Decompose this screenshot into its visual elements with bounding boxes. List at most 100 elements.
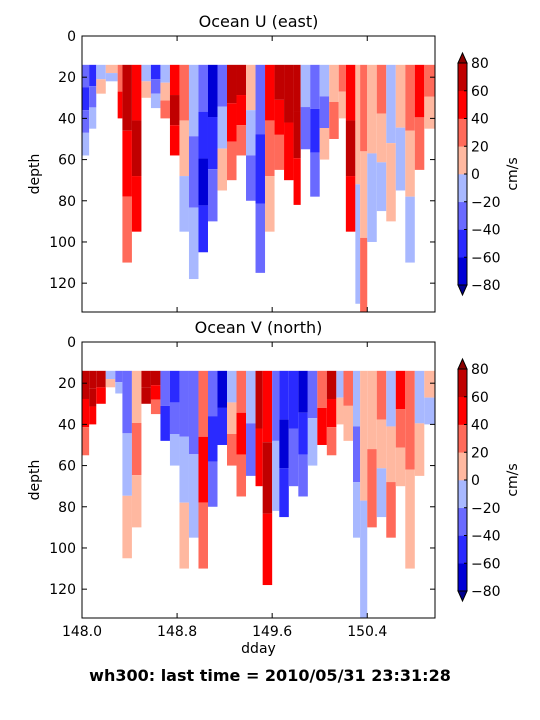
data-cell [284,122,294,181]
data-cell [319,128,330,160]
figure-suptitle: wh300: last time = 2010/05/31 23:31:28 [89,666,451,685]
colorbar-band [458,396,467,425]
data-cell [122,64,132,131]
data-cell [265,64,275,121]
data-cell [207,64,218,118]
colorbar: −80 −60 −40 −20 0 20 40 60 80 cm/s [457,51,521,297]
data-cell [105,64,118,74]
data-cell [424,96,435,129]
colorbar-band [458,369,467,398]
data-cell [236,64,247,96]
colorbar-tick-label: 40 [471,418,489,434]
data-cell [329,101,339,139]
axes-title: Ocean V (north) [195,318,323,337]
x-tick-label: 150.4 [347,624,387,640]
data-cell [207,461,218,507]
colorbar-tick-label: 0 [471,473,480,489]
colorbar-extend-over [457,357,468,370]
data-cell [300,107,311,150]
data-cell [198,64,208,112]
data-cell [207,117,218,170]
velocity-field [82,370,435,618]
colorbar-band [458,118,467,147]
data-cell [82,398,90,428]
data-cell [150,79,161,94]
data-cell [198,205,208,253]
data-cell [207,370,218,417]
data-cell [227,434,237,466]
data-cell [298,412,308,455]
data-cell [131,475,142,528]
data-cell [288,370,299,429]
data-cell [131,370,142,424]
colorbar-band [458,257,467,286]
data-cell [117,64,123,92]
data-cell [376,370,387,420]
data-cell [355,184,361,304]
data-cell [262,370,273,443]
data-cell [236,370,247,413]
data-cell [246,155,256,201]
data-cell [293,111,301,159]
data-cell [360,370,368,501]
data-cell [246,370,256,424]
colorbar-band [458,146,467,175]
data-cell [329,64,339,102]
data-cell [96,387,106,404]
y-tick-label: 100 [49,541,76,557]
data-cell [141,64,151,82]
data-cell [217,407,227,445]
colorbar-tick-label: 80 [471,362,489,378]
data-cell [198,111,208,159]
colorbar: −80 −60 −40 −20 0 20 40 60 80 cm/s [457,357,521,603]
data-cell [122,495,132,559]
colorbar-tick-label: −20 [471,195,501,211]
data-cell [360,500,368,618]
data-cell [122,130,132,197]
data-cell [352,482,361,538]
data-cell [82,110,90,133]
data-cell [355,64,361,185]
colorbar-band [458,201,467,230]
data-cell [345,176,356,232]
data-cell [352,370,361,427]
colorbar-tick-label: −60 [471,556,501,572]
colorbar-tick-label: 60 [471,84,489,100]
data-cell [82,370,90,399]
colorbar-tick-label: −80 [471,584,501,600]
data-cell [188,207,199,280]
data-cell [360,151,368,238]
data-cell [279,370,289,420]
data-cell [272,370,280,441]
data-cell [179,436,189,503]
data-cell [217,64,227,107]
y-tick-label: 40 [58,417,76,433]
data-cell [326,398,337,428]
data-cell [89,406,97,425]
axes-title: Ocean U (east) [199,12,319,31]
data-cell [217,148,227,191]
colorbar-band [458,174,467,203]
colorbar-tick-label: −20 [471,501,501,517]
data-cell [352,426,361,483]
x-axis-label: dday [241,641,276,657]
y-axis-label: depth [27,154,43,195]
data-cell [236,454,247,497]
colorbar-tick-label: 20 [471,445,489,461]
data-cell [131,176,142,232]
data-cell [360,64,368,152]
colorbar-tick-label: −60 [471,250,501,266]
colorbar-label: cm/s [505,463,521,496]
data-cell [298,370,308,413]
colorbar-band [458,90,467,119]
data-cell [376,468,387,518]
data-cell [255,203,266,273]
data-cell [198,436,208,503]
x-tick-label: 149.6 [252,624,292,640]
colorbar-band [458,229,467,258]
data-cell [169,64,180,96]
data-cell [160,100,170,119]
data-cell [336,397,344,425]
axes-frame [81,35,436,313]
